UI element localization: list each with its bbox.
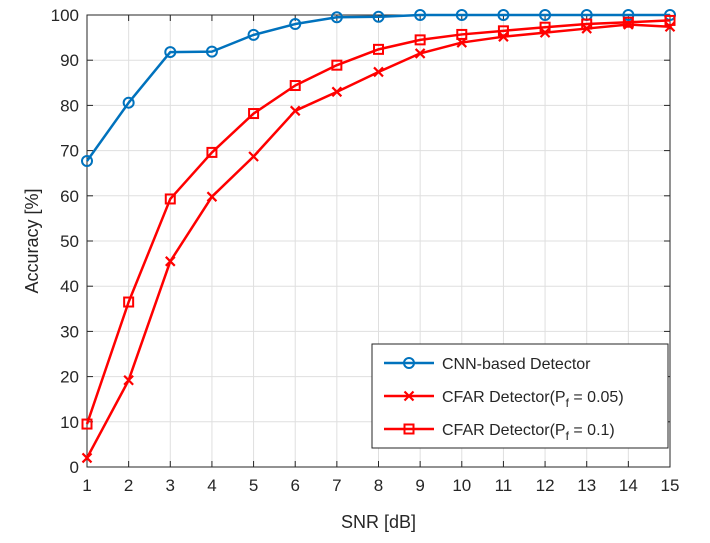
data-point (331, 86, 343, 98)
legend-box (371, 343, 669, 449)
data-point (664, 14, 676, 26)
data-point (248, 108, 260, 120)
legend-label: CNN-based Detector (442, 356, 591, 373)
y-tick-label: 90 (60, 51, 79, 70)
data-point (122, 96, 135, 109)
data-point (373, 43, 384, 55)
x-tick-label: 11 (495, 476, 513, 495)
data-point (165, 256, 176, 267)
x-tick-label: 4 (207, 476, 216, 495)
data-point (164, 193, 176, 205)
x-tick-label: 7 (332, 476, 341, 495)
y-tick-label: 20 (60, 368, 79, 387)
x-tick-label: 1 (82, 476, 91, 495)
y-tick-label: 10 (60, 413, 79, 432)
y-tick-label: 60 (60, 187, 79, 206)
data-point (497, 25, 509, 37)
data-point (414, 9, 427, 21)
x-tick-label: 15 (661, 476, 680, 495)
data-point (622, 9, 635, 21)
legend-label: CFAR Detector(Pf = 0.1) (442, 422, 615, 443)
x-tick-label: 5 (249, 476, 258, 495)
y-tick-label: 40 (60, 277, 79, 296)
data-point (414, 34, 426, 46)
series-2 (81, 14, 676, 430)
y-tick-label: 50 (60, 232, 79, 251)
data-point (289, 80, 301, 92)
legend-entry: CFAR Detector(Pf = 0.05) (384, 389, 624, 410)
data-point (539, 9, 552, 21)
data-point (497, 9, 510, 21)
data-point (373, 66, 384, 78)
series-line (85, 19, 671, 425)
data-point (164, 46, 177, 59)
y-tick-label: 100 (51, 6, 79, 25)
x-tick-label: 3 (166, 476, 175, 495)
data-point (498, 31, 509, 42)
legend: CNN-based Detector CFAR Detector(Pf = 0.0… (371, 343, 669, 449)
legend-marker (403, 357, 415, 369)
x-tick-label: 10 (452, 476, 471, 495)
data-point (330, 11, 343, 24)
y-tick-label: 80 (60, 96, 79, 115)
legend-entry: CFAR Detector(Pf = 0.1) (384, 422, 615, 443)
data-point (289, 18, 302, 31)
x-tick-label: 2 (124, 476, 133, 495)
series-line (85, 13, 670, 162)
data-point (289, 105, 301, 117)
x-tick-label: 13 (577, 476, 596, 495)
data-point (664, 21, 676, 33)
data-point (622, 16, 634, 28)
legend-marker (403, 390, 415, 402)
legend-marker (403, 423, 415, 435)
y-tick-label: 0 (70, 458, 79, 477)
data-point (205, 45, 218, 58)
x-axis-label: SNR [dB] (341, 512, 416, 532)
legend-entry: CNN-based Detector (384, 356, 591, 373)
data-point (123, 374, 134, 386)
data-point (372, 10, 385, 23)
tick-layer: 1 2 3 4 5 6 7 8 9 10 11 12 13 14 150102030405060708090… (51, 6, 680, 495)
data-point (81, 154, 93, 167)
data-point (81, 452, 93, 464)
x-tick-label: 14 (619, 476, 638, 495)
data-point (414, 48, 426, 59)
y-tick-label: 70 (60, 142, 79, 161)
data-point (206, 191, 218, 202)
series-1 (81, 19, 676, 464)
x-tick-label: 6 (290, 476, 299, 495)
x-tick-label: 9 (415, 476, 424, 495)
series-layer (81, 9, 676, 464)
x-tick-label: 8 (374, 476, 383, 495)
data-point (247, 28, 260, 41)
data-point (123, 296, 135, 308)
data-point (81, 418, 93, 430)
data-point (331, 59, 343, 71)
legend-label: CFAR Detector(Pf = 0.05) (442, 389, 624, 410)
data-point (248, 151, 259, 162)
y-tick-label: 30 (60, 322, 79, 341)
data-point (456, 28, 468, 40)
data-point (206, 146, 218, 158)
data-point (581, 18, 593, 30)
data-point (455, 9, 468, 21)
data-point (539, 21, 551, 33)
x-tick-label: 12 (536, 476, 555, 495)
y-axis-label: Accuracy [%] (22, 188, 42, 293)
